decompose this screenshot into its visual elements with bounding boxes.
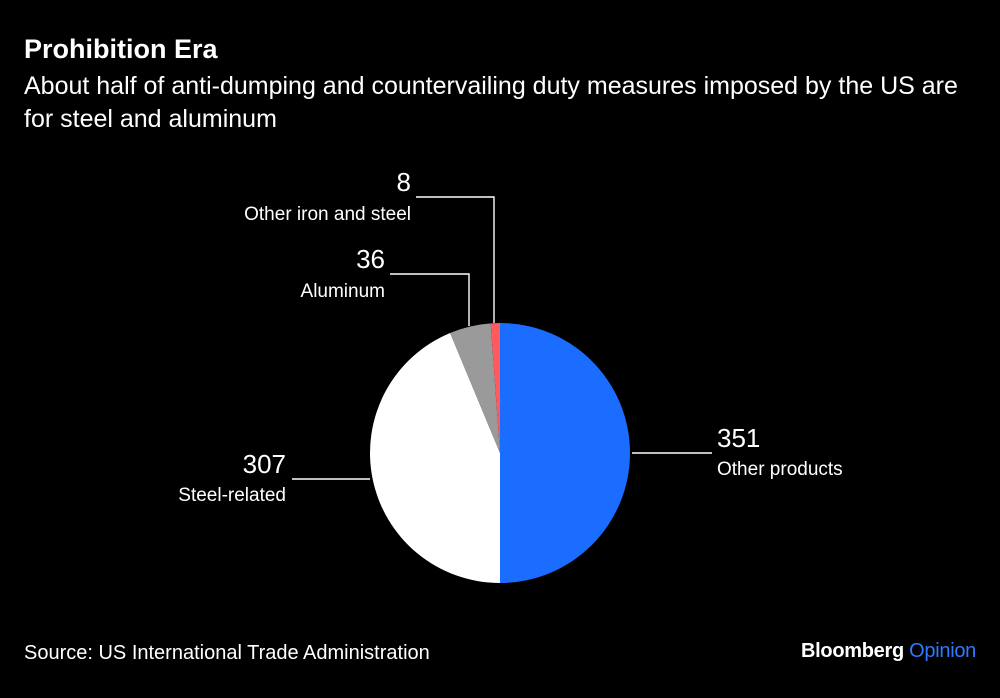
- chart-title: Prohibition Era: [24, 34, 218, 64]
- data-label-category-aluminum: Aluminum: [301, 281, 385, 302]
- pie-slice-other-products: [500, 323, 630, 583]
- pie-slice-other-iron-and-steel: [490, 323, 500, 453]
- bloomberg-opinion-logo: Bloomberg Opinion: [801, 640, 976, 663]
- chart-subtitle: About half of anti-dumping and counterva…: [24, 72, 958, 133]
- data-label-category-other-products: Other products: [717, 459, 843, 480]
- leader-line-other-iron-and-steel: [416, 196, 495, 323]
- data-label-category-other-iron-and-steel: Other iron and steel: [244, 204, 411, 225]
- pie-slice-steel-related: [369, 332, 500, 583]
- data-label-value-other-products: 351: [717, 423, 760, 453]
- data-label-value-aluminum: 36: [356, 244, 385, 274]
- brand-primary: Bloomberg: [801, 640, 904, 662]
- pie-slice-aluminum: [450, 323, 500, 453]
- data-label-category-steel-related: Steel-related: [178, 485, 286, 506]
- leader-line-aluminum: [390, 273, 470, 326]
- source-note: Source: US International Trade Administr…: [24, 642, 430, 664]
- data-label-value-other-iron-and-steel: 8: [397, 167, 411, 197]
- data-label-value-steel-related: 307: [243, 449, 286, 479]
- brand-secondary: Opinion: [909, 640, 976, 662]
